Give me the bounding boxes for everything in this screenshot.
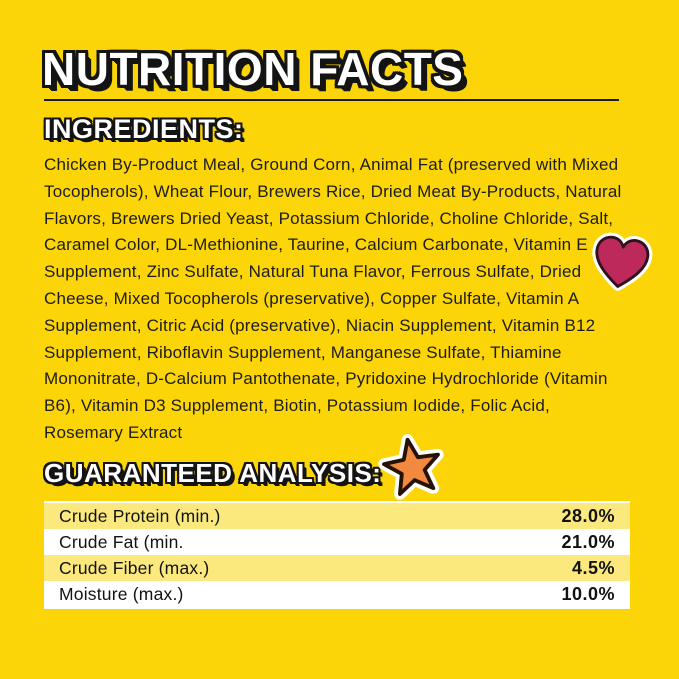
ingredients-heading: INGREDIENTS: — [44, 114, 244, 144]
table-row: Crude Fiber (max.) 4.5% — [44, 555, 630, 581]
row-value: 10.0% — [561, 583, 615, 604]
star-icon — [374, 428, 450, 502]
title-divider — [44, 99, 619, 101]
row-label: Crude Protein (min.) — [59, 505, 221, 526]
ingredients-list: Chicken By-Product Meal, Ground Corn, An… — [44, 155, 622, 442]
row-value: 28.0% — [561, 505, 615, 526]
page-title: NUTRITION FACTS — [42, 43, 464, 95]
heart-icon — [585, 228, 657, 298]
row-label: Crude Fat (min. — [59, 531, 184, 552]
row-label: Moisture (max.) — [59, 583, 184, 604]
guaranteed-analysis-table: Crude Protein (min.) 28.0% Crude Fat (mi… — [44, 501, 630, 609]
row-value: 4.5% — [571, 557, 615, 578]
table-row: Crude Fat (min. 21.0% — [44, 529, 630, 555]
guaranteed-analysis-heading: GUARANTEED ANALYSIS: — [44, 458, 382, 488]
row-label: Crude Fiber (max.) — [59, 557, 210, 578]
row-value: 21.0% — [561, 531, 615, 552]
table-row: Moisture (max.) 10.0% — [44, 581, 630, 607]
table-row: Crude Protein (min.) 28.0% — [44, 503, 630, 529]
